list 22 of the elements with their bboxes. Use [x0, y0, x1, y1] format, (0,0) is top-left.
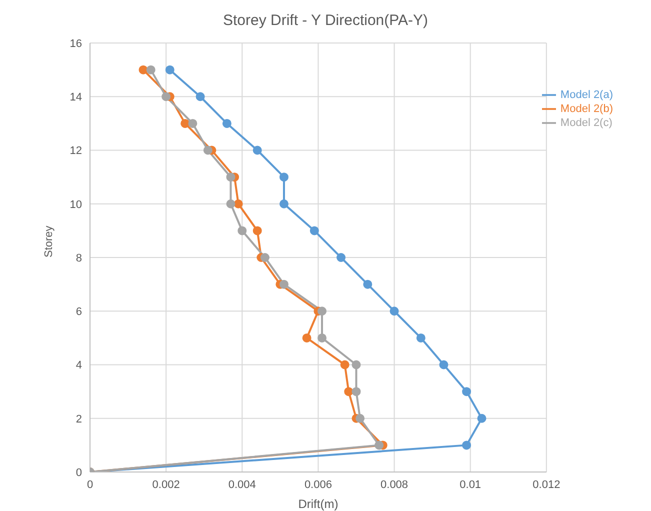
y-tick-label: 4 — [76, 360, 82, 372]
x-tick-label: 0.01 — [460, 478, 482, 491]
legend-label: Model 2(c) — [560, 116, 612, 129]
legend-label: Model 2(b) — [560, 102, 613, 115]
y-tick-label: 6 — [76, 306, 82, 318]
x-tick-label: 0 — [86, 478, 94, 491]
x-tick-label: 0.004 — [228, 478, 256, 491]
y-tick-label: 14 — [70, 92, 82, 104]
y-tick-label: 10 — [70, 198, 82, 211]
y-tick-label: 0 — [76, 466, 82, 479]
legend-label: Model 2(a) — [560, 88, 613, 101]
x-tick-label: 0.008 — [380, 478, 408, 491]
y-tick-label: 12 — [70, 145, 82, 158]
x-axis-title: Drift(m) — [298, 497, 338, 511]
y-tick-label: 8 — [76, 252, 82, 264]
y-tick-label: 2 — [76, 413, 82, 426]
y-axis-title: Storey — [42, 225, 55, 258]
chart-title: Storey Drift - Y Direction(PA-Y) — [222, 12, 430, 29]
x-tick-label: 0.002 — [152, 478, 180, 491]
x-tick-label: 0.012 — [532, 478, 560, 491]
x-tick-label: 0.006 — [304, 478, 332, 491]
y-tick-label: 16 — [70, 38, 82, 50]
